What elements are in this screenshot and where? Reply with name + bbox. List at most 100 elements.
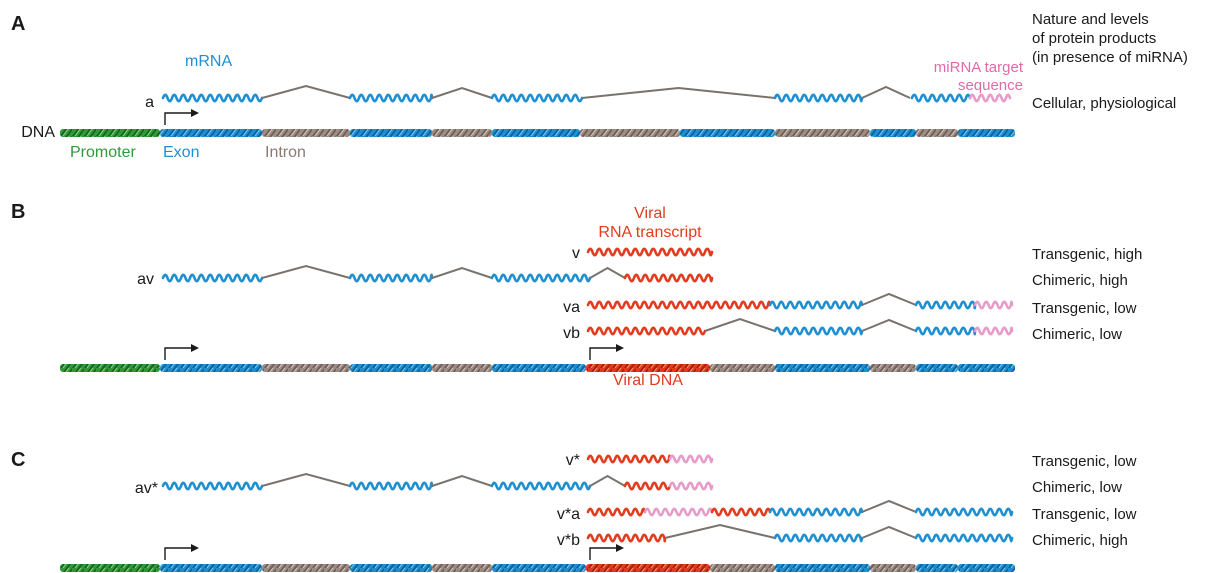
viral-rna-segment (710, 507, 772, 517)
intron-splice-connector (261, 84, 351, 99)
dna-exon-region (160, 364, 262, 372)
intron-splice-connector (861, 525, 917, 539)
viral-rna-segment (586, 507, 647, 517)
dna-exon-region (350, 129, 432, 137)
exon-rna-segment (914, 533, 1014, 543)
viral-dna-label: Viral DNA (613, 372, 683, 389)
result-c-1: Transgenic, low (1032, 453, 1137, 470)
mirna-target-segment (668, 481, 714, 491)
mirna-target-segment (973, 300, 1014, 310)
intron-splice-connector (861, 85, 911, 99)
viral-rna-segment (586, 533, 667, 543)
mirna-target-label-line-1: miRNA target (934, 59, 1024, 76)
dna-intron-region (710, 364, 775, 372)
mirna-target-segment (973, 326, 1014, 336)
dna-exon-region (958, 129, 1015, 137)
exon-rna-segment (914, 326, 977, 336)
exon-rna-segment (161, 481, 264, 491)
mirna-target-segment (643, 507, 714, 517)
exon-rna-segment (348, 93, 434, 103)
result-b-4: Chimeric, low (1032, 326, 1122, 343)
dna-intron-region (580, 129, 680, 137)
arrow-head-icon (191, 109, 199, 117)
intron-splice-connector (664, 523, 776, 539)
dna-label: DNA (21, 124, 55, 141)
exon-rna-segment (768, 507, 864, 517)
dna-intron-region (432, 129, 492, 137)
dna-promoter-region (60, 564, 160, 572)
dna-intron-region (262, 364, 350, 372)
dna-intron-region (262, 129, 350, 137)
viral-rna-segment (623, 481, 672, 491)
transcription-start-arrow (164, 112, 193, 125)
exon-rna-segment (773, 533, 864, 543)
dna-intron-region (870, 564, 916, 572)
transcript-label-v: v (572, 245, 580, 262)
viral-rna-segment (586, 300, 772, 310)
panel-label-c: C (11, 449, 25, 471)
dna-exon-region (160, 564, 262, 572)
dna-exon-region (958, 564, 1015, 572)
dna-exon-region (160, 129, 262, 137)
exon-rna-segment (348, 481, 434, 491)
dna-exon-region (492, 364, 586, 372)
dna-exon-region (775, 364, 870, 372)
intron-splice-connector (704, 317, 776, 332)
transcript-label-vb: vb (563, 325, 580, 342)
transcript-label-vstarb: v*b (557, 532, 580, 549)
exon-rna-segment (348, 273, 434, 283)
panel-label-b: B (11, 201, 25, 223)
transcript-label-avstar: av* (135, 480, 158, 497)
dna-exon-region (775, 564, 870, 572)
dna-intron-region (432, 364, 492, 372)
result-c-4: Chimeric, high (1032, 532, 1128, 549)
dna-exon-region (916, 564, 958, 572)
intron-splice-connector (589, 474, 626, 487)
intron-splice-connector (581, 86, 776, 99)
dna-intron-region (262, 564, 350, 572)
mirna-target-segment (968, 93, 1012, 103)
exon-rna-segment (490, 273, 592, 283)
intron-splice-connector (431, 86, 493, 99)
results-header-line-2: of protein products (1032, 30, 1156, 47)
viral-rna-segment (586, 326, 707, 336)
arrow-head-icon (191, 544, 199, 552)
intron-splice-connector (861, 499, 917, 513)
exon-rna-segment (914, 507, 1014, 517)
viral-rna-segment (586, 247, 714, 257)
dna-viral-region (586, 564, 710, 572)
intron-splice-connector (861, 318, 917, 332)
exon-rna-segment (914, 300, 977, 310)
result-c-3: Transgenic, low (1032, 506, 1137, 523)
mirna-target-segment (668, 454, 714, 464)
result-c-2: Chimeric, low (1032, 479, 1122, 496)
dna-promoter-region (60, 364, 160, 372)
dna-exon-region (870, 129, 916, 137)
mrna-label: mRNA (185, 53, 232, 70)
transcription-start-arrow (164, 347, 193, 360)
transcript-label-va: va (563, 299, 580, 316)
viral-label-line-2: RNA transcript (598, 224, 702, 241)
result-a: Cellular, physiological (1032, 95, 1176, 112)
dna-exon-region (350, 564, 432, 572)
arrow-head-icon (616, 344, 624, 352)
intron-splice-connector (261, 264, 351, 279)
transcript-label-vstar: v* (566, 452, 580, 469)
arrow-head-icon (191, 344, 199, 352)
transcription-start-arrow (589, 547, 618, 560)
dna-viral-region (586, 364, 710, 372)
mirna-target-label-line-2: sequence (958, 77, 1023, 94)
viral-rna-segment (586, 454, 672, 464)
transcription-start-arrow (164, 547, 193, 560)
dna-exon-region (492, 564, 586, 572)
viral-label-line-1: Viral (634, 205, 666, 222)
dna-exon-region (350, 364, 432, 372)
intron-splice-connector (861, 292, 917, 306)
arrow-head-icon (616, 544, 624, 552)
dna-intron-region (916, 129, 958, 137)
results-header-line-1: Nature and levels (1032, 11, 1149, 28)
intron-splice-connector (261, 472, 351, 487)
diagram-graphics (60, 84, 1015, 572)
result-b-3: Transgenic, low (1032, 300, 1137, 317)
